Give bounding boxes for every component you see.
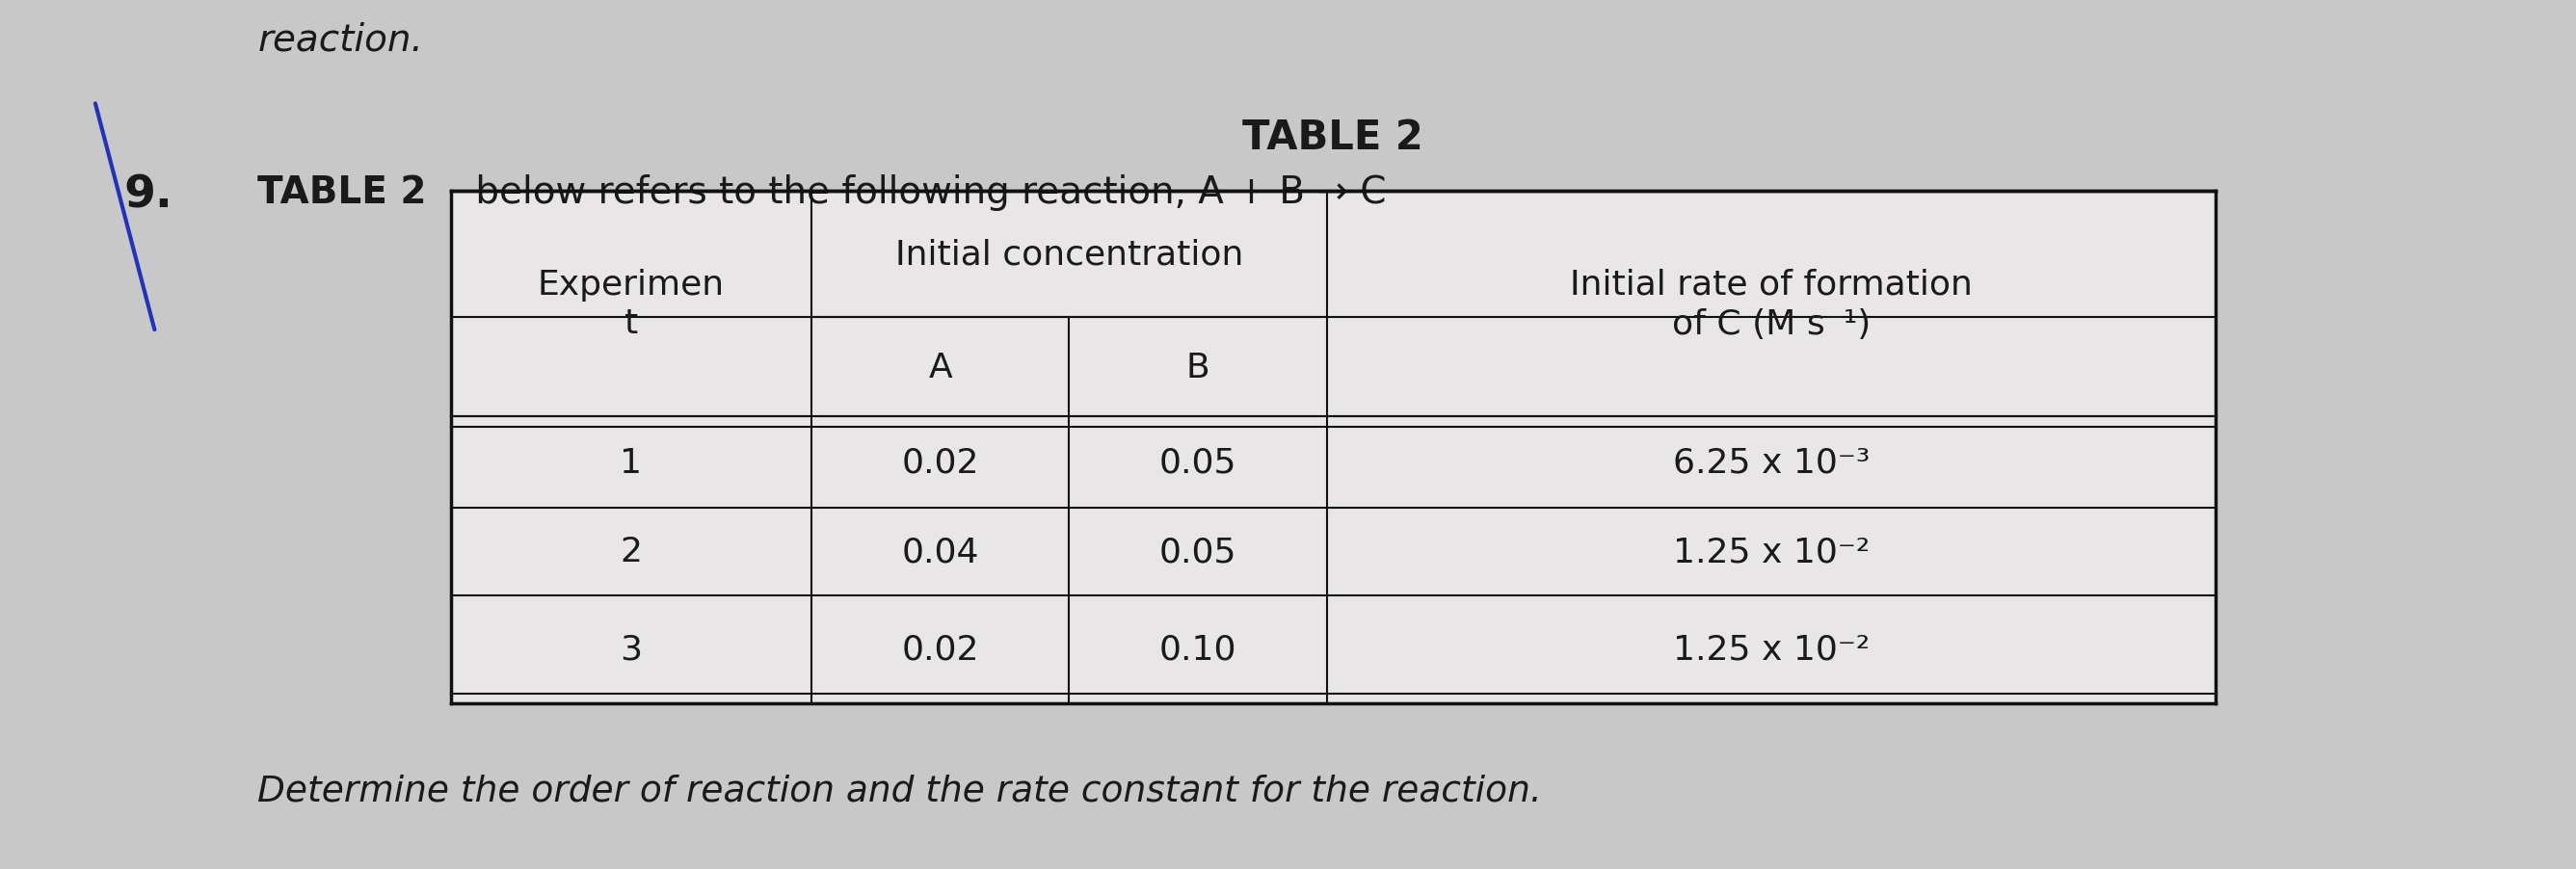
Text: 0.02: 0.02 [902, 634, 979, 666]
Text: reaction.: reaction. [258, 22, 422, 58]
Text: 6.25 x 10⁻³: 6.25 x 10⁻³ [1672, 447, 1870, 479]
Text: Initial concentration: Initial concentration [894, 238, 1244, 270]
Text: 0.02: 0.02 [902, 447, 979, 479]
Text: Determine the order of reaction and the rate constant for the reaction.: Determine the order of reaction and the … [258, 773, 1543, 808]
Text: 1.25 x 10⁻²: 1.25 x 10⁻² [1672, 535, 1870, 568]
Text: below refers to the following reaction, A + B → C: below refers to the following reaction, … [464, 174, 1386, 210]
Text: 0.05: 0.05 [1159, 447, 1236, 479]
Text: 3: 3 [621, 634, 641, 666]
Text: TABLE 2: TABLE 2 [1242, 117, 1425, 158]
Text: B: B [1185, 351, 1211, 383]
Text: 0.05: 0.05 [1159, 535, 1236, 568]
Text: Experimen
t: Experimen t [538, 269, 724, 340]
Text: A: A [927, 351, 953, 383]
Text: TABLE 2: TABLE 2 [258, 174, 428, 210]
Text: 9.: 9. [124, 174, 173, 217]
Text: 0.04: 0.04 [902, 535, 979, 568]
Text: 0.10: 0.10 [1159, 634, 1236, 666]
Text: 1: 1 [621, 447, 641, 479]
Text: Initial rate of formation
of C (M s⁻¹): Initial rate of formation of C (M s⁻¹) [1569, 268, 1973, 341]
Text: 1.25 x 10⁻²: 1.25 x 10⁻² [1672, 634, 1870, 666]
Text: 2: 2 [621, 535, 641, 568]
